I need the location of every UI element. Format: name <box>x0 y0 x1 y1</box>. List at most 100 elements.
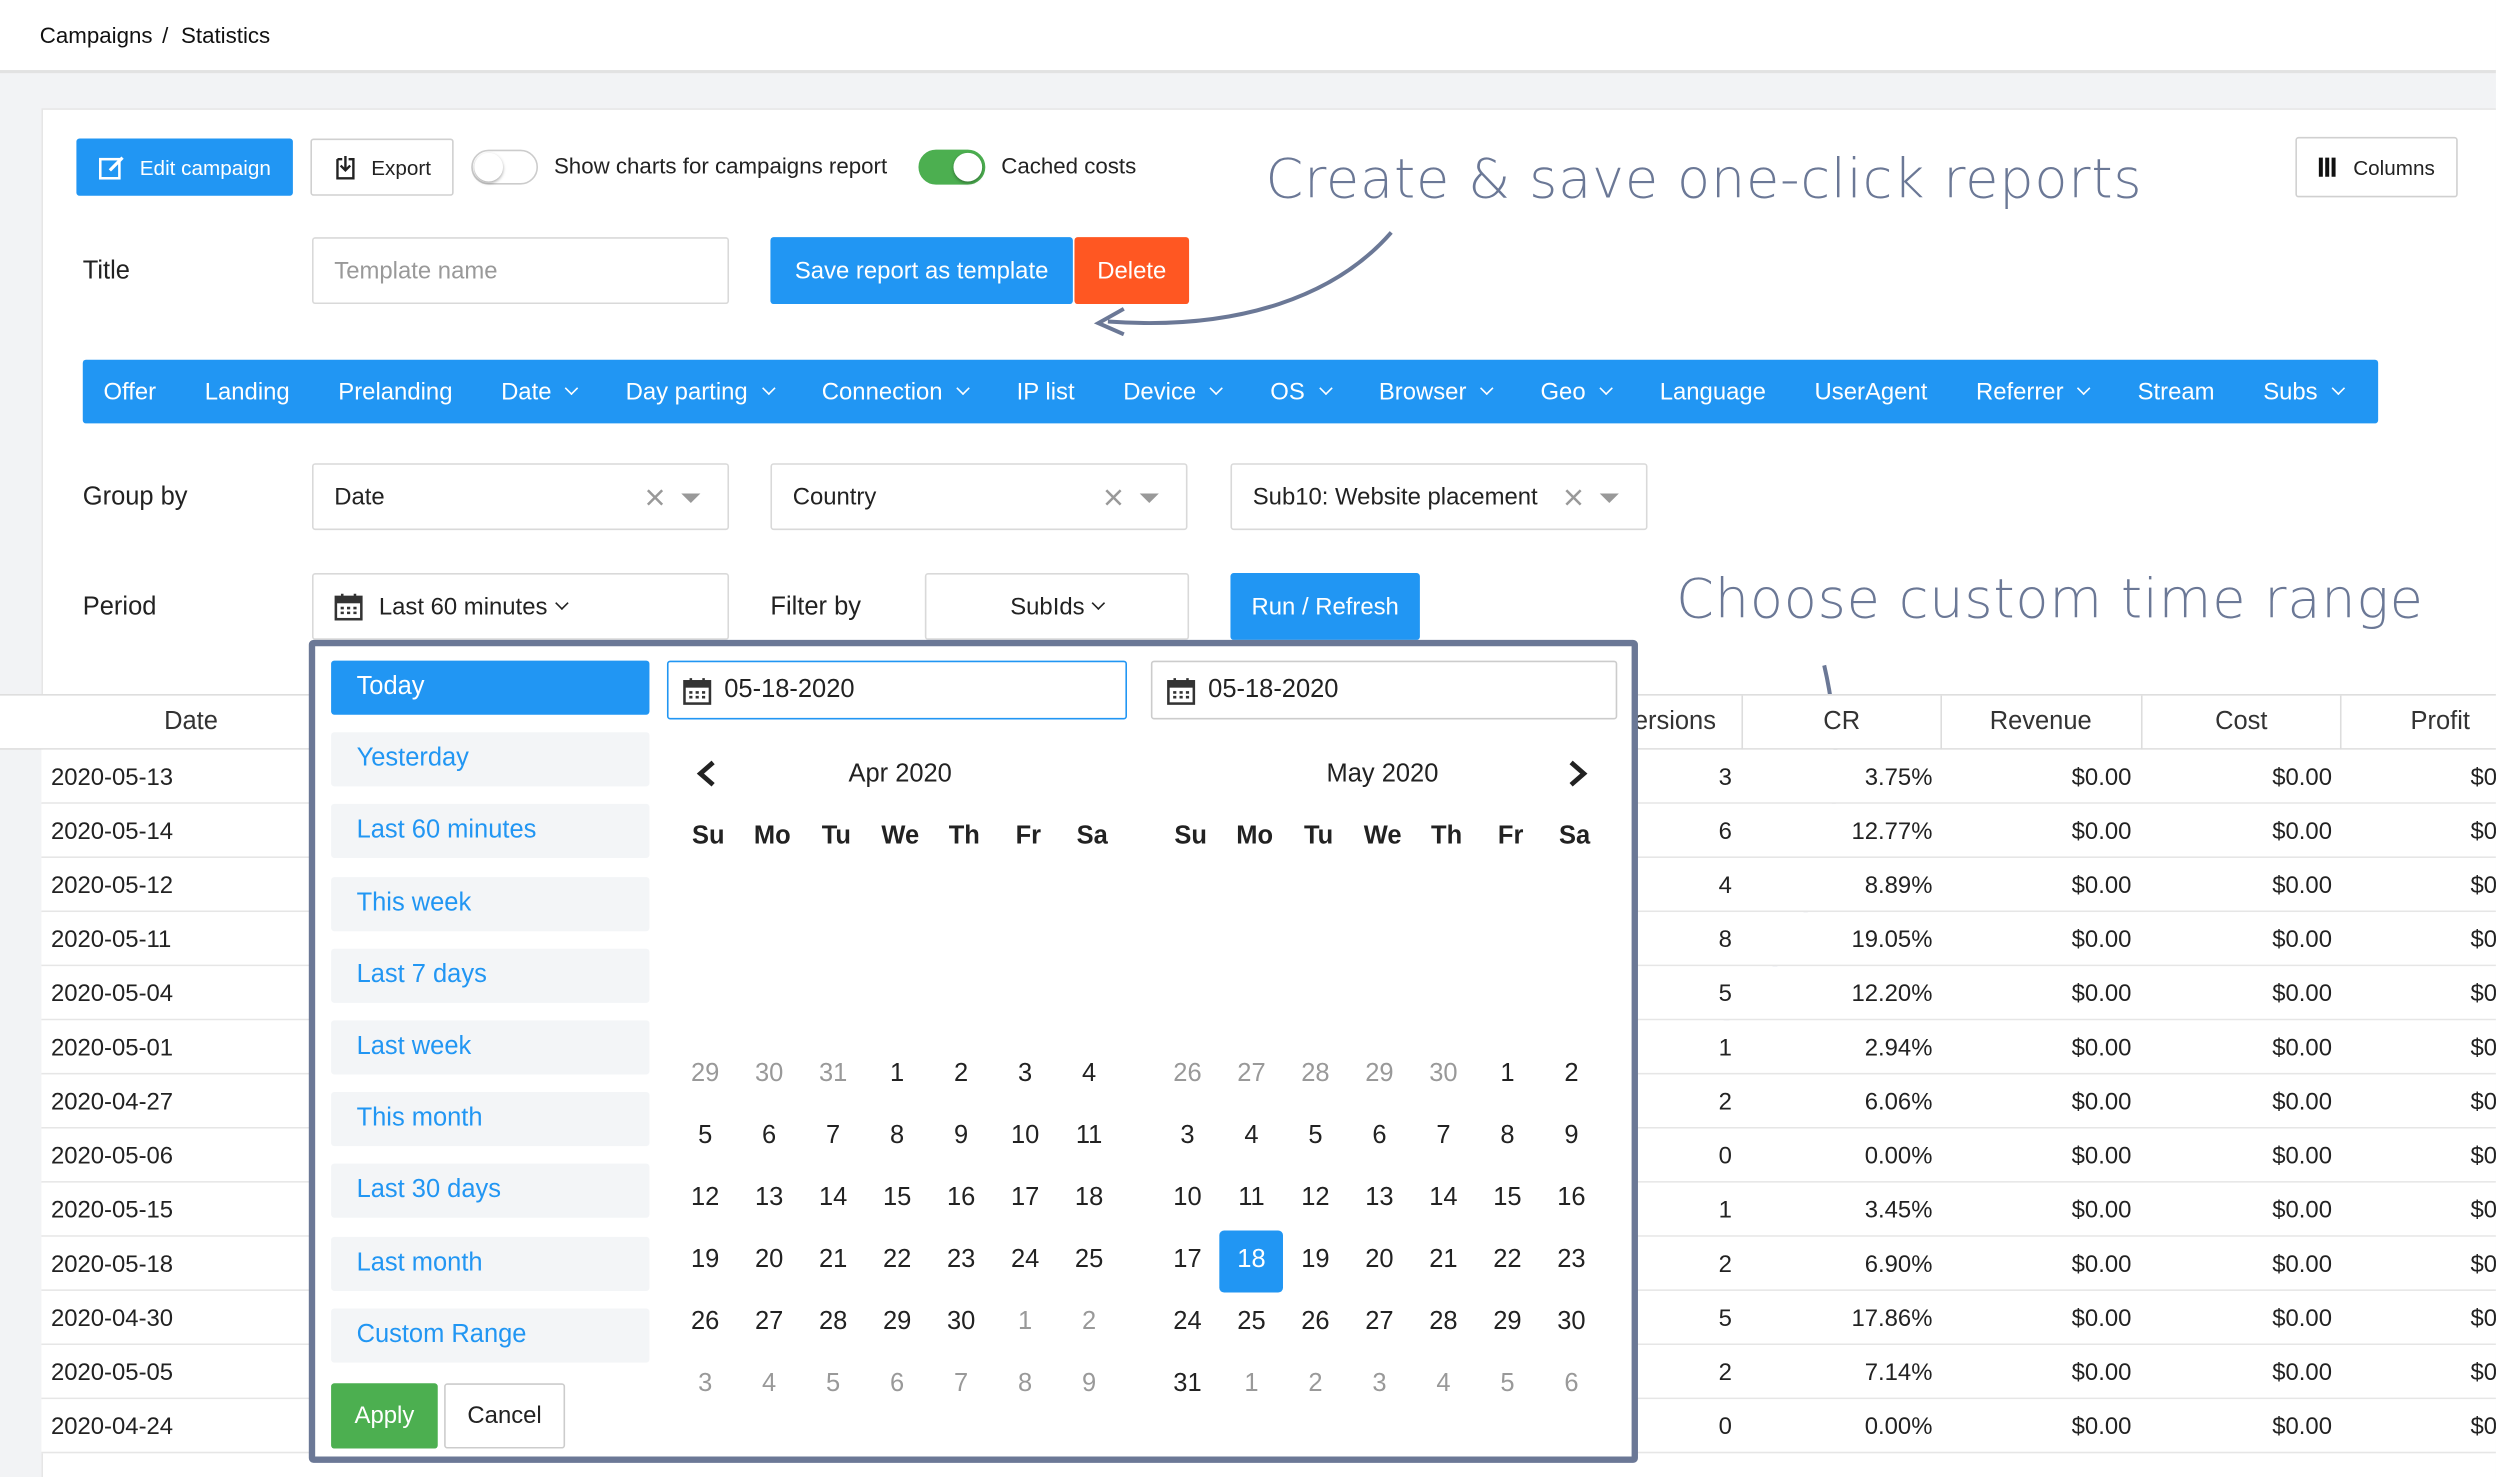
day[interactable]: 9 <box>954 1122 969 1150</box>
day[interactable]: 3 <box>1372 1370 1387 1398</box>
day[interactable]: 24 <box>1173 1308 1202 1336</box>
day[interactable]: 30 <box>754 1060 784 1088</box>
day[interactable]: 27 <box>1237 1060 1266 1088</box>
day[interactable]: 16 <box>1557 1184 1586 1212</box>
day[interactable]: 8 <box>890 1122 905 1150</box>
cancel-button[interactable]: Cancel <box>444 1383 566 1449</box>
template-input[interactable]: Template name <box>311 237 730 305</box>
range-option[interactable]: Yesterday <box>331 732 650 787</box>
day[interactable]: 6 <box>762 1122 777 1150</box>
day[interactable]: 8 <box>1018 1370 1033 1398</box>
tab[interactable]: Language <box>1660 378 1766 405</box>
day[interactable]: 30 <box>1557 1308 1586 1336</box>
day[interactable]: 15 <box>1493 1184 1522 1212</box>
day[interactable]: 19 <box>1301 1246 1330 1274</box>
day[interactable]: 4 <box>1244 1122 1259 1150</box>
day[interactable]: 28 <box>818 1308 848 1336</box>
filter-select[interactable]: SubIds <box>924 573 1190 640</box>
day[interactable]: 1 <box>890 1060 905 1088</box>
day[interactable]: 24 <box>1010 1246 1040 1274</box>
day[interactable]: 10 <box>1010 1122 1040 1150</box>
day[interactable]: 1 <box>1244 1370 1259 1398</box>
day[interactable]: 13 <box>754 1184 784 1212</box>
day[interactable]: 17 <box>1010 1184 1040 1212</box>
columns-button[interactable]: Columns <box>2295 136 2458 198</box>
delete-button[interactable]: Delete <box>1074 237 1190 305</box>
day[interactable]: 20 <box>1365 1246 1394 1274</box>
range-option[interactable]: This month <box>331 1092 650 1147</box>
day[interactable]: 1 <box>1500 1060 1515 1088</box>
tab[interactable]: Landing <box>205 378 290 405</box>
day[interactable]: 9 <box>1082 1370 1097 1398</box>
day[interactable]: 27 <box>1365 1308 1394 1336</box>
day[interactable]: 26 <box>690 1308 720 1336</box>
export-button[interactable]: Export <box>310 138 454 196</box>
range-option[interactable]: Last 30 days <box>331 1164 650 1219</box>
day[interactable]: 6 <box>890 1370 905 1398</box>
day[interactable]: 12 <box>690 1184 720 1212</box>
day[interactable]: 25 <box>1074 1246 1104 1274</box>
day[interactable]: 14 <box>1429 1184 1458 1212</box>
tab[interactable]: Referrer <box>1976 378 2091 405</box>
day[interactable]: 20 <box>754 1246 784 1274</box>
day[interactable]: 8 <box>1500 1122 1515 1150</box>
apply-button[interactable]: Apply <box>331 1383 438 1449</box>
day[interactable]: 23 <box>946 1246 976 1274</box>
date-input[interactable]: 05-18-2020 <box>666 660 1127 720</box>
tab[interactable]: UserAgent <box>1815 378 1928 405</box>
day[interactable]: 2 <box>1308 1370 1323 1398</box>
day[interactable]: 2 <box>954 1060 969 1088</box>
run-button[interactable]: Run / Refresh <box>1230 573 1420 640</box>
day[interactable]: 6 <box>1564 1370 1579 1398</box>
tab[interactable]: Prelanding <box>338 378 452 405</box>
day[interactable]: 3 <box>698 1370 713 1398</box>
day[interactable]: 21 <box>1429 1246 1458 1274</box>
day[interactable]: 5 <box>1500 1370 1515 1398</box>
range-option[interactable]: Last month <box>331 1236 650 1291</box>
day[interactable]: 4 <box>1082 1060 1097 1088</box>
day[interactable]: 22 <box>1493 1246 1522 1274</box>
day[interactable]: 22 <box>882 1246 912 1274</box>
day[interactable]: 18 <box>1074 1184 1104 1212</box>
day[interactable]: 10 <box>1173 1184 1202 1212</box>
day[interactable]: 31 <box>1173 1370 1202 1398</box>
day[interactable]: 28 <box>1429 1308 1458 1336</box>
day[interactable]: 29 <box>1365 1060 1394 1088</box>
tab[interactable]: Geo <box>1540 378 1614 405</box>
day[interactable]: 13 <box>1365 1184 1394 1212</box>
day[interactable]: 25 <box>1237 1308 1266 1336</box>
day[interactable]: 21 <box>818 1246 848 1274</box>
day[interactable]: 23 <box>1557 1246 1586 1274</box>
tab[interactable]: Device <box>1123 378 1224 405</box>
range-option[interactable]: Today <box>331 660 650 715</box>
range-option[interactable]: Last 7 days <box>331 948 650 1003</box>
day[interactable]: 29 <box>1493 1308 1522 1336</box>
day[interactable]: 5 <box>1308 1122 1323 1150</box>
tab[interactable]: Day parting <box>626 378 776 405</box>
day[interactable]: 18 <box>1237 1246 1266 1274</box>
day[interactable]: 30 <box>946 1308 976 1336</box>
day[interactable]: 26 <box>1173 1060 1202 1088</box>
day[interactable]: 29 <box>690 1060 720 1088</box>
day[interactable]: 5 <box>826 1370 841 1398</box>
group-select[interactable]: Country <box>770 463 1188 531</box>
edit-campaign-button[interactable]: Edit campaign <box>76 138 293 196</box>
tab[interactable]: OS <box>1270 378 1333 405</box>
day[interactable]: 15 <box>882 1184 912 1212</box>
day[interactable]: 29 <box>882 1308 912 1336</box>
tab[interactable]: Stream <box>2138 378 2215 405</box>
group-select[interactable]: Sub10: Website placement <box>1230 463 1648 531</box>
toggle[interactable] <box>471 149 539 185</box>
day[interactable]: 17 <box>1173 1246 1202 1274</box>
day[interactable]: 26 <box>1301 1308 1330 1336</box>
tab[interactable]: Connection <box>822 378 971 405</box>
group-select[interactable]: Date <box>311 463 730 531</box>
day[interactable]: 2 <box>1082 1308 1097 1336</box>
day[interactable]: 4 <box>1436 1370 1451 1398</box>
day[interactable]: 7 <box>1436 1122 1451 1150</box>
day[interactable]: 6 <box>1372 1122 1387 1150</box>
range-option[interactable]: Last week <box>331 1020 650 1075</box>
day[interactable]: 31 <box>818 1060 848 1088</box>
day[interactable]: 12 <box>1301 1184 1330 1212</box>
toggle[interactable] <box>918 149 986 185</box>
